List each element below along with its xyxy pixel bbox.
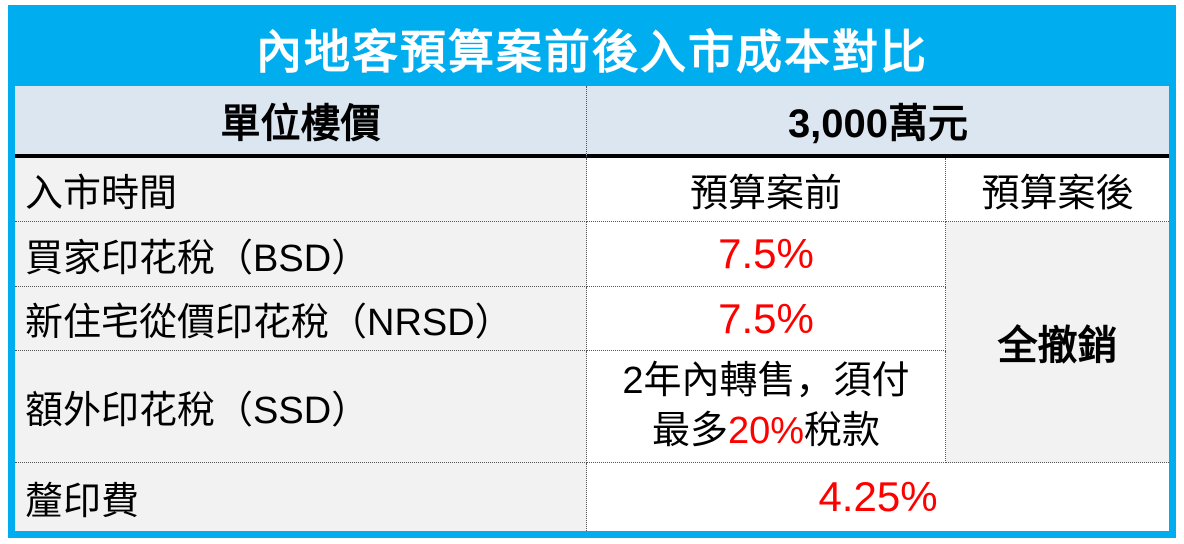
entry-time-before-header: 預算案前 xyxy=(587,158,946,222)
stamp-fee-label: 釐印費 xyxy=(15,463,587,531)
table-title: 內地客預算案前後入市成本對比 xyxy=(15,12,1169,86)
ssd-before-value: 2年內轉售，須付 最多20%稅款 xyxy=(587,351,946,463)
cost-comparison-table: 內地客預算案前後入市成本對比 單位樓價 3,000萬元 入市時間 預算案前 預算… xyxy=(8,5,1176,538)
entry-time-label: 入市時間 xyxy=(15,158,587,222)
ssd-line2-suffix: 稅款 xyxy=(804,409,881,452)
unit-price-label: 單位樓價 xyxy=(15,86,587,158)
nrsd-before-value: 7.5% xyxy=(587,287,946,351)
ssd-line1: 2年內轉售，須付 xyxy=(622,360,910,403)
after-budget-merged-value: 全撤銷 xyxy=(946,222,1169,463)
nrsd-label: 新住宅從價印花稅（NRSD） xyxy=(15,287,587,351)
ssd-line2: 最多20%稅款 xyxy=(652,407,880,456)
ssd-line2-highlight: 20% xyxy=(727,409,805,452)
bsd-label: 買家印花稅（BSD） xyxy=(15,222,587,287)
entry-time-after-header: 預算案後 xyxy=(946,158,1169,222)
unit-price-value: 3,000萬元 xyxy=(587,86,1169,158)
ssd-label: 額外印花稅（SSD） xyxy=(15,351,587,463)
ssd-line2-prefix: 最多 xyxy=(651,409,728,452)
stamp-fee-value: 4.25% xyxy=(587,463,1169,531)
bsd-before-value: 7.5% xyxy=(587,222,946,287)
